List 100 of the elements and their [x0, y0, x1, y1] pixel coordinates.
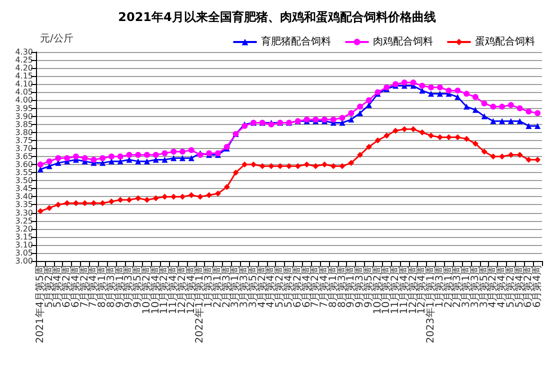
point [117, 196, 124, 203]
point [454, 94, 461, 100]
x-tick-label: 8月第3周 [104, 265, 117, 308]
point [339, 114, 346, 121]
point [454, 88, 461, 94]
point [419, 82, 426, 89]
point [108, 198, 114, 205]
x-tick-label: 12月第2周 [176, 265, 188, 314]
point [384, 132, 390, 139]
point [436, 84, 443, 90]
point [100, 200, 106, 206]
point [135, 195, 142, 202]
point [82, 200, 88, 206]
point [37, 162, 44, 168]
point [410, 80, 416, 86]
y-tick-label: 3.55 [15, 168, 33, 178]
x-tick-label: 6月第4周 [531, 265, 544, 308]
point [46, 158, 52, 164]
point [232, 170, 239, 176]
point [508, 118, 514, 124]
point [179, 148, 186, 155]
point [516, 152, 523, 158]
point [401, 80, 408, 86]
x-tick-label: 2月第1周 [211, 265, 224, 308]
y-tick-label: 4.25 [15, 56, 33, 65]
y-tick-label: 3.35 [15, 200, 33, 210]
y-tick-label: 3.85 [15, 120, 33, 129]
point [534, 156, 541, 163]
y-tick-label: 4.05 [15, 88, 33, 97]
point [206, 192, 212, 198]
y-tick-label: 3.30 [15, 208, 33, 218]
x-tick-label: 6月第4周 [69, 265, 82, 308]
point [401, 126, 408, 132]
point [179, 155, 186, 162]
y-axis-title: 元/公斤 [40, 32, 74, 44]
point [55, 202, 62, 208]
point [357, 104, 364, 110]
y-tick-label: 3.10 [15, 240, 33, 250]
point [294, 163, 301, 170]
x-tick-label: 9月第5周 [362, 265, 374, 308]
point [472, 106, 478, 113]
y-tick-label: 3.80 [15, 128, 33, 137]
y-tick-label: 4.15 [15, 72, 33, 81]
point [162, 150, 168, 156]
point [374, 137, 381, 144]
chart-title: 2021年4月以来全国育肥猪、肉鸡和蛋鸡配合饲料价格曲线 [118, 10, 436, 24]
point [366, 97, 372, 104]
point [508, 152, 514, 158]
x-tick-label: 8月第1周 [326, 265, 339, 308]
point [144, 196, 150, 203]
point [490, 154, 496, 160]
point [446, 88, 452, 94]
point [481, 148, 488, 155]
point [472, 140, 478, 147]
point [339, 163, 346, 170]
x-tick-label: 11月第4周 [398, 265, 410, 314]
x-tick-label: 2021年4月第5周 [34, 265, 46, 344]
point [428, 90, 434, 97]
point [464, 104, 470, 110]
point [90, 200, 97, 206]
point [46, 204, 52, 211]
y-tick-label: 3.90 [15, 112, 33, 121]
point [126, 152, 132, 158]
point [188, 147, 194, 154]
point [526, 108, 532, 114]
point [108, 154, 114, 160]
point [419, 129, 426, 136]
legend-label: 育肥猪配合饲料 [261, 36, 331, 48]
point [499, 154, 506, 160]
point [436, 134, 443, 140]
point [277, 163, 284, 170]
point [37, 208, 44, 214]
y-tick-label: 3.60 [15, 160, 33, 170]
point [64, 155, 70, 162]
y-tick-label: 3.95 [15, 104, 33, 113]
point [322, 162, 328, 168]
point [170, 148, 177, 155]
point [516, 105, 523, 112]
y-tick-label: 3.25 [15, 216, 33, 226]
point [481, 113, 488, 120]
point [392, 128, 399, 134]
y-tick-label: 3.50 [15, 176, 33, 186]
point [144, 158, 150, 164]
point [348, 116, 354, 123]
point [144, 152, 150, 158]
y-tick-label: 3.70 [15, 144, 33, 153]
y-tick-label: 3.40 [15, 192, 33, 202]
point [481, 100, 488, 106]
point [268, 163, 274, 170]
point [357, 110, 364, 116]
point [162, 156, 168, 163]
point [117, 154, 124, 160]
point [472, 94, 478, 100]
x-tick-label: 10月第2周 [140, 265, 152, 314]
point [286, 163, 292, 170]
point [330, 116, 336, 123]
point [516, 118, 523, 124]
point [135, 158, 142, 164]
point [428, 132, 434, 139]
point [330, 163, 336, 170]
